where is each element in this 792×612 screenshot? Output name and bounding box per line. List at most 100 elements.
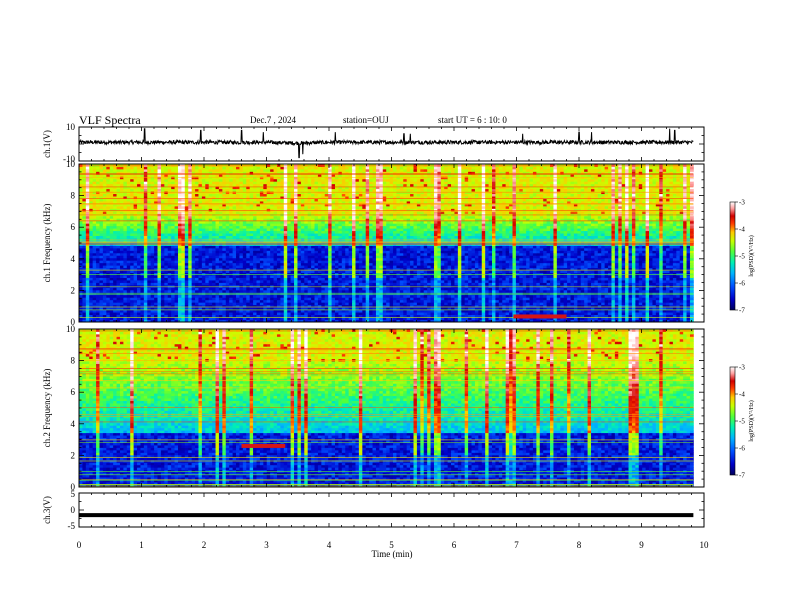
spectrogram-cell — [208, 314, 213, 318]
spectrogram-cell — [123, 302, 128, 306]
spectrogram-cell — [413, 297, 418, 301]
spectrogram-cell — [567, 299, 571, 303]
spectrogram-cell — [386, 307, 390, 311]
spectrogram-cell — [198, 280, 203, 283]
spectrogram-cell — [556, 307, 561, 311]
spectrogram-cell — [430, 280, 435, 283]
spectrogram-cell — [297, 265, 302, 269]
spectrogram-cell — [348, 299, 353, 303]
spectrogram-cell — [85, 302, 90, 306]
spectrogram-cell — [184, 292, 189, 296]
spectrogram-cell — [433, 294, 438, 298]
spectrogram-cell — [604, 307, 609, 311]
spectrogram-cell — [396, 265, 401, 269]
spectrogram-cell — [512, 270, 517, 274]
spectrogram-cell — [635, 304, 640, 308]
spectrogram-cell — [369, 292, 373, 296]
spectrogram-cell — [109, 262, 114, 266]
spectrogram-cell — [423, 294, 428, 298]
spectrogram-cell — [481, 284, 486, 288]
spectrogram-cell — [352, 265, 356, 269]
spectrogram-cell — [379, 257, 384, 261]
spectrogram-cell — [198, 317, 203, 320]
spectrogram-cell — [454, 265, 459, 269]
spectrogram-cell — [553, 299, 558, 303]
spectrogram-cell — [676, 294, 681, 298]
spectrogram-cell — [498, 267, 503, 271]
spectrogram-cell — [147, 270, 152, 274]
spectrogram-cell — [205, 307, 210, 311]
spectrogram-cell — [195, 294, 199, 298]
spectrogram-cell — [157, 289, 162, 293]
spectrogram-cell — [236, 280, 240, 283]
spectrogram-cell — [492, 265, 496, 269]
spectrogram-cell — [532, 287, 537, 291]
spectrogram-cell — [461, 317, 466, 320]
spectrogram-cell — [109, 260, 114, 264]
spectrogram-cell — [471, 297, 476, 301]
spectrogram-cell — [597, 299, 602, 303]
spectrogram-cell — [355, 314, 360, 318]
spectrogram-cell — [567, 262, 571, 266]
spectrogram-cell — [106, 287, 111, 291]
spectrogram-cell — [167, 255, 172, 259]
spectrogram-cell — [212, 284, 216, 288]
spectrogram-cell — [304, 292, 309, 296]
spectrogram-cell — [474, 307, 479, 311]
spectrogram-cell — [352, 275, 356, 278]
spectrogram-cell — [345, 307, 350, 311]
spectrogram-cell — [669, 309, 674, 313]
spectrogram-cell — [532, 277, 537, 281]
spectrogram-cell — [379, 255, 384, 259]
spectrogram-cell — [283, 294, 288, 298]
spectrogram-cell — [283, 302, 288, 306]
spectrogram-cell — [154, 292, 158, 296]
spectrogram-cell — [225, 309, 230, 313]
spectrogram-cell — [543, 312, 547, 315]
spectrogram-cell — [543, 309, 547, 313]
spectrogram-cell — [266, 297, 271, 301]
spectrogram-cell — [543, 277, 547, 281]
spectrogram-cell — [580, 312, 585, 315]
spectrogram-cell — [393, 282, 397, 286]
spectrogram-cell — [563, 275, 568, 278]
spectrogram-cell — [662, 294, 667, 298]
spectrogram-cell — [560, 257, 565, 261]
spectrogram-cell — [590, 317, 595, 320]
spectrogram-cell — [236, 262, 240, 266]
spectrogram-cell — [379, 292, 384, 296]
spectrogram-cell — [372, 299, 377, 303]
spectrogram-cell — [597, 287, 602, 291]
spectrogram-cell — [389, 314, 394, 318]
spectrogram-cell — [287, 312, 292, 315]
spectrogram-cell — [519, 297, 524, 301]
spectrogram-cell — [358, 260, 363, 264]
spectrogram-cell — [300, 302, 305, 306]
spectrogram-cell — [659, 267, 664, 271]
spectrogram-cell — [212, 275, 216, 278]
spectrogram-cell — [515, 289, 520, 293]
spectrogram-cell — [92, 299, 97, 303]
spectrogram-cell — [106, 270, 111, 274]
spectrogram-cell — [386, 312, 390, 315]
spectrogram-cell — [672, 257, 677, 261]
spectrogram-cell — [246, 312, 251, 315]
spectrogram-cell — [666, 309, 670, 313]
spectrogram-cell — [205, 284, 210, 288]
spectrogram-cell — [655, 307, 660, 311]
spectrogram-cell — [536, 260, 541, 264]
spectrogram-cell — [232, 267, 237, 271]
spectrogram-cell — [567, 292, 571, 296]
spectrogram-cell — [143, 287, 148, 291]
spectrogram-cell — [232, 294, 237, 298]
spectrogram-cell — [430, 294, 435, 298]
spectrogram-cell — [447, 309, 452, 313]
spectrogram-cell — [137, 304, 141, 308]
spectrogram-cell — [242, 299, 247, 303]
spectrogram-cell — [372, 287, 377, 291]
spectrogram-cell — [273, 292, 278, 296]
spectrogram-cell — [539, 282, 544, 286]
spectrogram-cell — [539, 280, 544, 283]
spectrogram-cell — [171, 260, 175, 264]
spectrogram-cell — [498, 257, 503, 261]
